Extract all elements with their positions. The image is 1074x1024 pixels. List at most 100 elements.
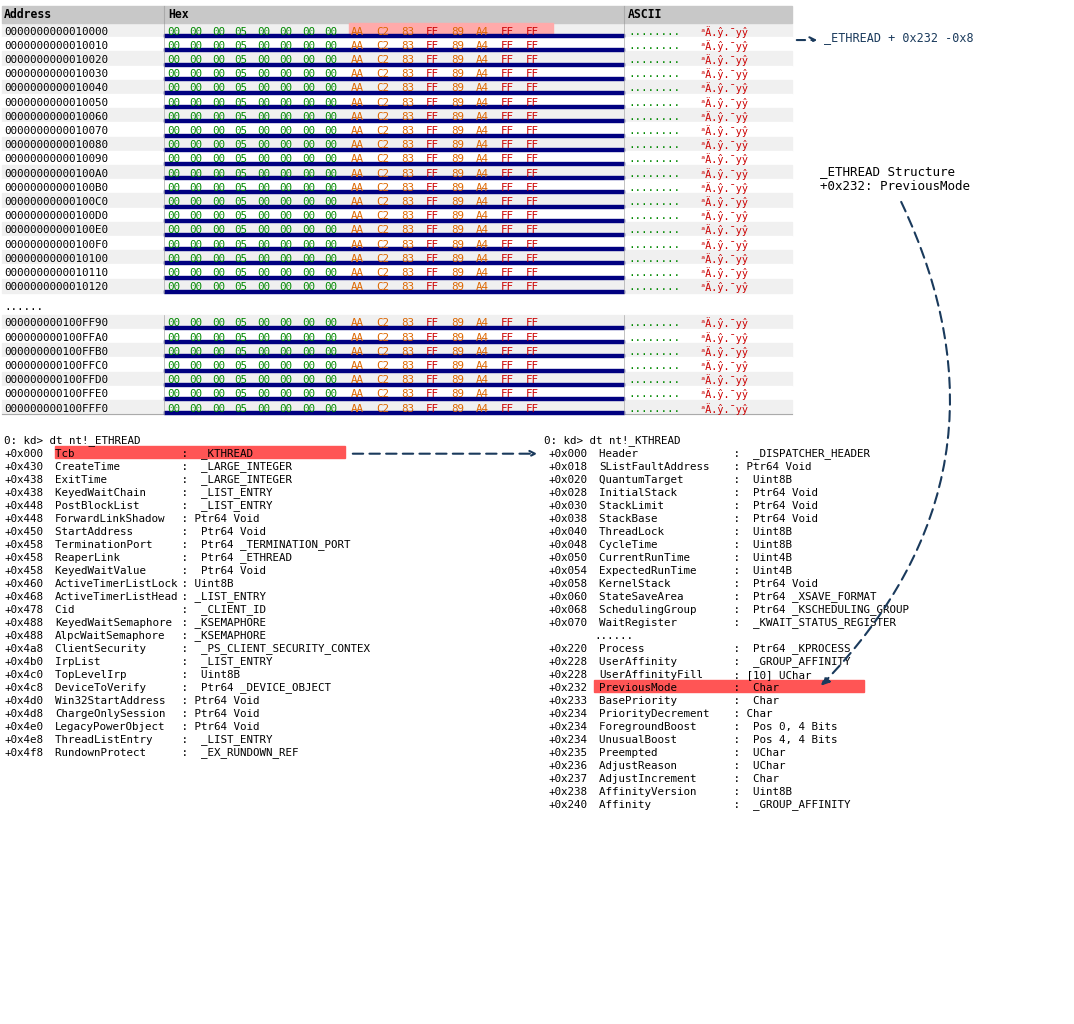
Text: C2: C2 [376,389,389,399]
Bar [164,261,624,264]
Text: 00: 00 [302,211,315,221]
Text: 83: 83 [401,403,413,414]
Text: 00: 00 [324,83,337,93]
Text: :  Uint8B: : Uint8B [727,786,792,797]
Text: 00: 00 [166,347,180,356]
Text: 00: 00 [189,140,203,151]
Text: 00: 00 [212,211,224,221]
Text: ExpectedRunTime: ExpectedRunTime [599,565,703,575]
Text: 0000000000010000: 0000000000010000 [4,27,108,37]
Text: :  Char: : Char [727,774,779,783]
Text: 89: 89 [451,70,464,79]
Text: 05: 05 [234,55,247,65]
Text: 00: 00 [257,140,270,151]
Text: AA: AA [351,268,364,278]
Text: FF: FF [500,389,514,399]
Text: A4: A4 [476,126,489,136]
Text: PostBlockList: PostBlockList [55,501,159,511]
Text: 89: 89 [451,83,464,93]
Text: FF: FF [500,70,514,79]
Text: 0000000000010110: 0000000000010110 [4,268,108,278]
Bar [349,23,553,34]
Bar [594,680,863,692]
Text: 00: 00 [324,333,337,343]
Text: FF: FF [500,140,514,151]
Text: 0000000000010100: 0000000000010100 [4,254,108,264]
Text: C2: C2 [376,70,389,79]
Text: 00: 00 [166,83,180,93]
Bar [164,176,624,179]
Text: 00: 00 [324,70,337,79]
Text: 89: 89 [451,225,464,236]
Text: 00: 00 [279,55,292,65]
Text: :  _EX_RUNDOWN_REF: : _EX_RUNDOWN_REF [175,748,299,758]
Text: ........: ........ [628,211,680,221]
Text: 00: 00 [302,225,315,236]
Text: 00: 00 [279,41,292,51]
Text: 00: 00 [189,318,203,329]
Text: 00: 00 [212,112,224,122]
Text: AA: AA [351,347,364,356]
Text: ᵃÄ.ŷ.¯yŷ: ᵃÄ.ŷ.¯yŷ [699,402,748,415]
Text: AA: AA [351,283,364,292]
Text: FF: FF [426,211,439,221]
Text: StateSaveArea: StateSaveArea [599,592,703,602]
Text: ᵃÄ.ŷ.¯yŷ: ᵃÄ.ŷ.¯yŷ [699,154,748,165]
Text: 00: 00 [257,254,270,264]
Text: 00: 00 [302,97,315,108]
Text: +0x058: +0x058 [548,579,587,589]
Text: 05: 05 [234,126,247,136]
Text: +0x430: +0x430 [4,462,43,472]
Text: :  Uint4B: : Uint4B [727,565,792,575]
Text: 00: 00 [212,240,224,250]
Text: +0x4f8: +0x4f8 [4,748,43,758]
Text: 89: 89 [451,183,464,193]
Text: 00: 00 [302,169,315,178]
Text: FF: FF [526,403,539,414]
Text: 00: 00 [212,268,224,278]
Text: FF: FF [426,225,439,236]
Text: 00: 00 [257,375,270,385]
Text: :  _LARGE_INTEGER: : _LARGE_INTEGER [175,461,292,472]
Bar [164,340,624,343]
Text: 00: 00 [279,169,292,178]
Bar [164,290,624,293]
Bar [164,48,624,51]
Text: 83: 83 [401,70,413,79]
Text: 05: 05 [234,155,247,165]
Text: ........: ........ [628,318,680,329]
Text: _ETHREAD + 0x232 -0x8: _ETHREAD + 0x232 -0x8 [824,31,974,44]
Text: A4: A4 [476,97,489,108]
Text: +0x228: +0x228 [548,670,587,680]
Text: 00: 00 [279,140,292,151]
Text: 05: 05 [234,389,247,399]
Text: :  Ptr64 _XSAVE_FORMAT: : Ptr64 _XSAVE_FORMAT [727,591,876,602]
Text: +0x458: +0x458 [4,540,43,550]
Text: 89: 89 [451,254,464,264]
Text: 00: 00 [257,211,270,221]
Text: C2: C2 [376,41,389,51]
Text: AA: AA [351,169,364,178]
Text: 00: 00 [302,126,315,136]
Bar [2,329,792,343]
Text: FF: FF [426,41,439,51]
Text: ......: ...... [4,302,43,311]
Text: 00: 00 [166,375,180,385]
Text: A4: A4 [476,403,489,414]
Text: 00: 00 [189,197,203,207]
Text: 00: 00 [212,254,224,264]
Text: 83: 83 [401,155,413,165]
Text: Address: Address [4,8,53,22]
Text: :  UChar: : UChar [727,748,785,758]
Text: 00: 00 [302,240,315,250]
Text: 05: 05 [234,318,247,329]
Bar [2,37,792,51]
Text: ᵃÄ.ŷ.¯yŷ: ᵃÄ.ŷ.¯yŷ [699,40,748,52]
Text: +0x054: +0x054 [548,565,587,575]
Text: 00: 00 [212,283,224,292]
Text: ActiveTimerListLock: ActiveTimerListLock [55,579,178,589]
Text: 00: 00 [279,27,292,37]
Text: QuantumTarget: QuantumTarget [599,475,703,484]
Text: +0x450: +0x450 [4,526,43,537]
Text: AA: AA [351,112,364,122]
